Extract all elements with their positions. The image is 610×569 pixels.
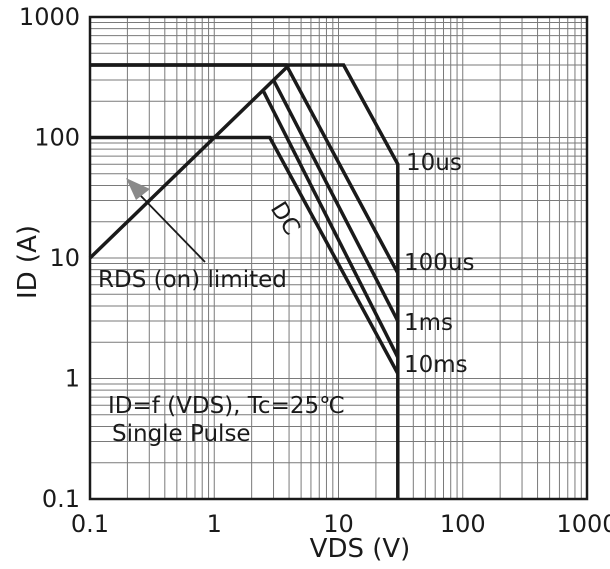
- grid: [90, 17, 587, 499]
- single-pulse-annotation: Single Pulse: [112, 421, 251, 447]
- x-tick-label: 10: [323, 510, 354, 538]
- series-line-100us: [90, 63, 400, 274]
- x-tick-labels: 0.1 1 10 100 1000: [71, 510, 610, 538]
- x-tick-label: 0.1: [71, 510, 109, 538]
- condition-annotation: ID=f (VDS), Tc=25℃: [108, 393, 345, 419]
- rds-pointer-line: [139, 194, 206, 263]
- series-lines: [88, 63, 400, 499]
- y-tick-label: 100: [34, 124, 80, 152]
- x-tick-label: 100: [440, 510, 486, 538]
- y-tick-label: 0.1: [42, 485, 80, 513]
- label-10ms: 10ms: [404, 352, 468, 378]
- label-dc: DC: [265, 197, 305, 239]
- y-tick-label: 1000: [19, 3, 80, 31]
- x-tick-label: 1: [207, 510, 222, 538]
- y-tick-labels: 1000 100 10 1 0.1: [19, 3, 80, 513]
- plot-frame: [88, 15, 589, 501]
- rds-pointer-arrowhead: [126, 178, 150, 200]
- rds-limited-annotation: RDS (on) limited: [98, 267, 287, 293]
- series-line-10ms: [262, 90, 400, 359]
- x-tick-label: 1000: [556, 510, 610, 538]
- label-10us: 10us: [406, 150, 462, 176]
- series-line-1ms: [271, 79, 400, 322]
- series-line-dc: [90, 135, 400, 375]
- y-tick-label: 10: [49, 244, 80, 272]
- label-1ms: 1ms: [404, 310, 453, 336]
- label-100us: 100us: [404, 250, 474, 276]
- y-tick-label: 1: [65, 365, 80, 393]
- y-axis-label: ID (A): [13, 225, 43, 299]
- x-axis-label: VDS (V): [310, 534, 411, 564]
- series-line-rds-on-limited: [88, 63, 291, 260]
